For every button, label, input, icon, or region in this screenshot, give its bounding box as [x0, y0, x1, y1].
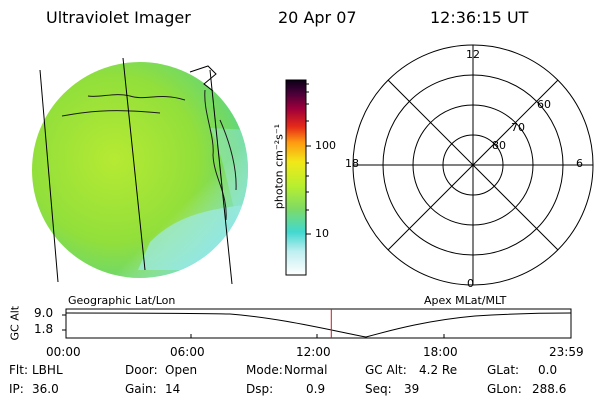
gain-value: 14 [165, 382, 181, 396]
polar-label-6: 6 [576, 157, 583, 170]
polar-label-18: 18 [345, 157, 359, 170]
polar-grid [352, 44, 594, 286]
filter-value: LBHL [32, 363, 63, 377]
ip-value: 36.0 [32, 382, 59, 396]
seq-value: 39 [404, 382, 420, 396]
app-title: Ultraviolet Imager [46, 8, 191, 27]
dsp-value: 0.9 [306, 382, 326, 396]
timeline-x-tick: 12:00 [296, 345, 331, 359]
timeline-right-label: Apex MLat/MLT [424, 294, 507, 307]
colorbar-label: photon cm⁻²s⁻¹ [272, 123, 286, 210]
timeline-x-tick: 18:00 [423, 345, 458, 359]
filter-label: Flt: [9, 363, 28, 377]
glon-label: GLon: [487, 382, 522, 396]
glat-label: GLat: [487, 363, 520, 377]
colorbar-tick-100: 100 [315, 139, 336, 152]
glon-value: 288.6 [532, 382, 567, 396]
door-label: Door: [125, 363, 158, 377]
colorbar-tick-10: 10 [315, 227, 329, 240]
gain-label: Gain: [125, 382, 157, 396]
polar-label-12: 12 [466, 48, 480, 61]
ip-label: IP: [9, 382, 24, 396]
mode-label: Mode: [246, 363, 283, 377]
date-label: 20 Apr 07 [278, 8, 357, 27]
dsp-label: Dsp: [246, 382, 274, 396]
timeline-x-tick: 00:00 [46, 345, 81, 359]
seq-label: Seq: [365, 382, 392, 396]
gc-alt-value: 4.2 Re [419, 363, 458, 377]
gc-alt-label: GC Alt: [365, 363, 407, 377]
time-label: 12:36:15 UT [430, 8, 529, 27]
polar-label-0: 0 [467, 277, 474, 290]
mode-value: Normal [284, 363, 328, 377]
colorbar [285, 79, 311, 276]
timeline-plot [62, 308, 572, 339]
glat-value: 0.0 [538, 363, 558, 377]
timeline-y-label: GC Alt [8, 305, 22, 341]
polar-label-70: 70 [511, 121, 525, 134]
timeline-left-label: Geographic Lat/Lon [68, 294, 176, 307]
timeline-x-tick: 06:00 [170, 345, 205, 359]
door-value: Open [165, 363, 198, 377]
polar-label-60: 60 [537, 98, 551, 111]
polar-label-80: 80 [492, 139, 506, 152]
timeline-y-tick-top: 9.0 [34, 306, 54, 320]
timeline-y-tick-bottom: 1.8 [34, 322, 54, 336]
uv-image [32, 57, 248, 285]
timeline-x-tick: 23:59 [549, 345, 584, 359]
